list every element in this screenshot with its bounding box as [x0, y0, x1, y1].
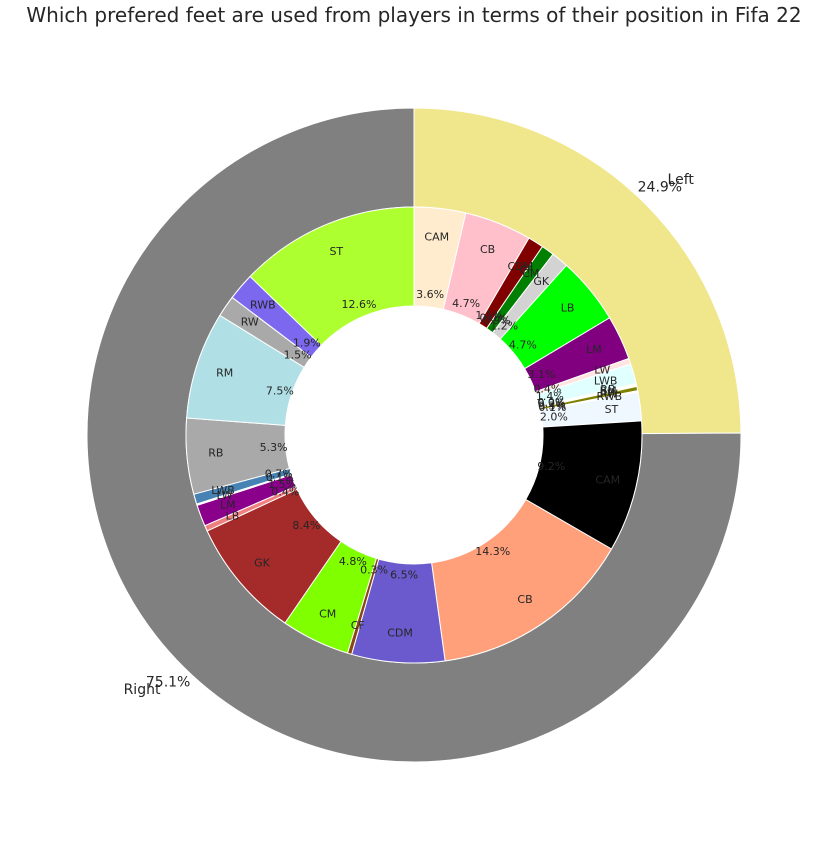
chart-title: Which prefered feet are used from player… [26, 3, 801, 27]
inner-pct-0: 3.6% [416, 288, 444, 301]
inner-pct-25: 5.3% [260, 441, 288, 454]
inner-label-10: RB [600, 383, 615, 396]
inner-label-7: LM [586, 343, 602, 356]
inner-pct-21: 0.4% [271, 486, 299, 499]
inner-pct-8: 0.4% [533, 382, 561, 395]
inner-pct-16: 14.3% [475, 545, 510, 558]
inner-label-27: RW [241, 316, 259, 329]
inner-pct-2: 1.1% [475, 309, 503, 322]
inner-label-18: CF [351, 619, 365, 632]
inner-label-3: CF [519, 264, 533, 277]
inner-label-20: GK [254, 556, 271, 569]
outer-label-left: Left [668, 172, 695, 188]
inner-pct-28: 1.9% [293, 336, 321, 349]
inner-pct-19: 4.8% [339, 555, 367, 568]
inner-label-9: LWB [594, 375, 618, 388]
inner-label-19: CM [319, 607, 336, 620]
inner-label-14: ST [605, 403, 619, 416]
inner-pct-13: 0.1% [538, 401, 566, 414]
inner-pct-23: 0.1% [266, 471, 294, 484]
inner-pct-5: 1.2% [490, 320, 518, 333]
inner-pct-14: 2.0% [540, 410, 568, 423]
inner-label-25: RB [208, 447, 223, 460]
inner-pct-29: 12.6% [341, 298, 376, 311]
inner-label-26: RM [216, 367, 233, 380]
inner-pct-20: 8.4% [292, 519, 320, 532]
inner-label-15: CAM [595, 474, 620, 487]
inner-label-6: LB [561, 301, 575, 314]
inner-label-16: CB [517, 593, 532, 606]
outer-label-right: Right [124, 682, 161, 698]
inner-label-24: LWB [211, 484, 235, 497]
inner-label-13: RWB [597, 390, 623, 403]
inner-label-2: CDM [507, 260, 533, 273]
inner-label-4: CM [522, 267, 539, 280]
inner-pct-1: 4.7% [452, 297, 480, 310]
outer-ring [86, 107, 742, 763]
inner-label-0: CAM [424, 230, 449, 243]
inner-pct-27: 1.5% [284, 348, 312, 361]
inner-pct-17: 6.5% [390, 569, 418, 582]
inner-pct-9: 1.4% [536, 390, 564, 403]
inner-pct-11: 0.2% [538, 397, 566, 410]
inner-pct-6: 4.7% [509, 338, 537, 351]
inner-label-17: CDM [387, 627, 413, 640]
inner-label-28: RWB [250, 299, 276, 312]
outer-pct-left: 24.9% [638, 180, 682, 196]
inner-label-12: RW [600, 387, 618, 400]
inner-pct-15: 9.2% [537, 460, 565, 473]
inner-pct-12: 0.3% [538, 399, 566, 412]
inner-pct-4: 0.9% [483, 314, 511, 327]
inner-label-22: LM [220, 498, 236, 511]
inner-label-23: LW [217, 489, 233, 502]
inner-pct-7: 3.1% [528, 368, 556, 381]
inner-label-11: RM [600, 384, 617, 397]
inner-pct-26: 7.5% [266, 385, 294, 398]
inner-label-8: LW [594, 364, 610, 377]
inner-label-21: LB [226, 509, 240, 522]
inner-pct-22: 1.5% [268, 478, 296, 491]
inner-label-29: ST [329, 245, 343, 258]
inner-pct-24: 0.7% [265, 468, 293, 481]
inner-label-1: CB [480, 243, 495, 256]
outer-pct-right: 75.1% [146, 674, 190, 690]
inner-ring [185, 206, 643, 664]
inner-pct-3: 0.0% [479, 312, 507, 325]
inner-slice-29-st [249, 206, 415, 347]
inner-pct-18: 0.3% [360, 563, 388, 576]
inner-pct-10: 0.0% [537, 396, 565, 409]
inner-label-5: GK [533, 275, 550, 288]
